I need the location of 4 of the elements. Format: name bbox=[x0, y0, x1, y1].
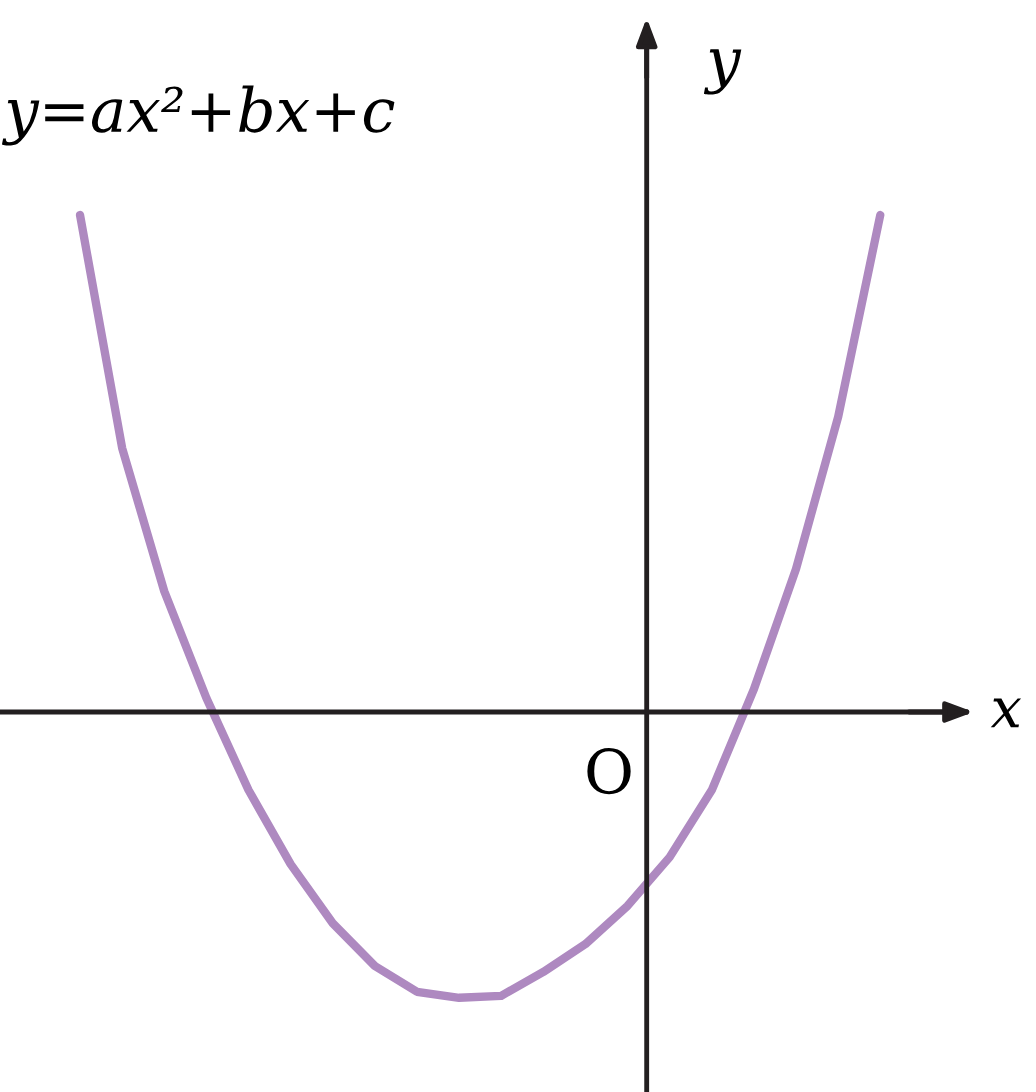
x-axis-title: x bbox=[990, 698, 1022, 728]
y-axis-title: y bbox=[703, 49, 742, 95]
annotation: O bbox=[587, 748, 631, 795]
series-label: y=ax²+bx+c bbox=[1, 85, 395, 146]
